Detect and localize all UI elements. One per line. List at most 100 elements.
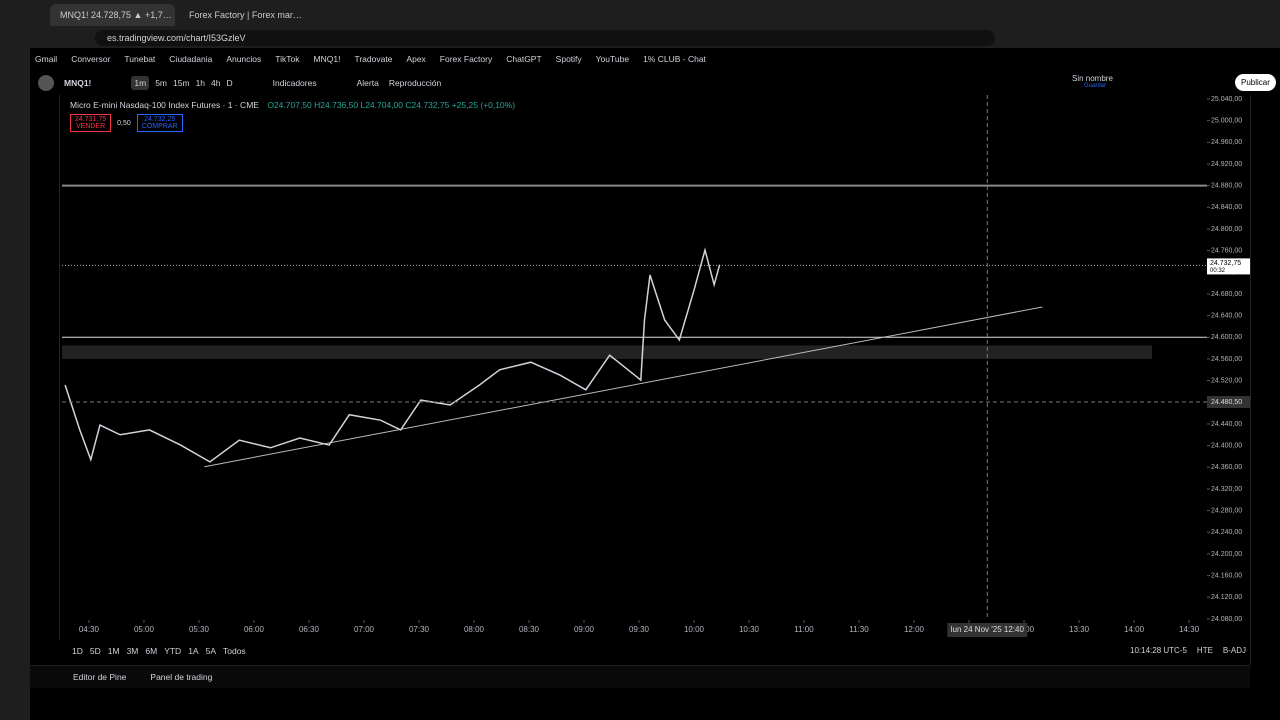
- range[interactable]: 5A: [205, 646, 216, 656]
- bookmarks: Gmail Conversor Tunebat Ciudadania Anuncios T…: [35, 50, 706, 68]
- y-tick-label: 24.920,00: [1211, 161, 1242, 168]
- bookmark[interactable]: Forex Factory: [439, 54, 493, 64]
- drawing-toolbar: [30, 95, 60, 640]
- replay[interactable]: Reproducción: [388, 78, 442, 88]
- range[interactable]: 1A: [188, 646, 199, 656]
- bookmark[interactable]: ChatGPT: [506, 54, 542, 64]
- x-tick-label: 13:30: [1069, 625, 1090, 634]
- bookmark[interactable]: Tradovate: [354, 54, 393, 64]
- layout-name: Sin nombre: [1072, 74, 1113, 83]
- high: H24.736,50: [314, 100, 359, 110]
- trendline: [204, 306, 1043, 468]
- tab[interactable]: Forex Factory | Forex mar…: [189, 10, 302, 20]
- x-tick-label: 11:00: [794, 625, 814, 634]
- open: O24.707,50: [267, 100, 312, 110]
- crosshair-x-label: lun 24 Nov '25 12:40: [951, 625, 1025, 634]
- bookmark[interactable]: Ciudadania: [169, 54, 213, 64]
- interval[interactable]: 5m: [155, 78, 168, 88]
- x-tick-label: 05:00: [134, 625, 155, 634]
- sell-label: VENDER: [75, 123, 106, 130]
- price-line: [64, 247, 721, 463]
- range[interactable]: 5D: [89, 646, 101, 656]
- status: 10:14:28 UTC-5 HTE B-ADJ: [1130, 646, 1246, 655]
- layout[interactable]: Sin nombre Guardar: [1072, 74, 1113, 89]
- avatar[interactable]: [38, 75, 54, 91]
- buy-button[interactable]: 24.732,25 COMPRAR: [136, 114, 183, 132]
- clock: 10:14:28 UTC-5: [1130, 646, 1187, 655]
- y-tick-label: 24.960,00: [1211, 139, 1242, 146]
- x-tick-label: 04:30: [79, 625, 100, 634]
- x-tick-label: 08:00: [464, 625, 485, 634]
- interval[interactable]: 1h: [195, 78, 206, 88]
- y-tick-label: 24.400,00: [1211, 442, 1242, 449]
- chart: 25.040,00 25.000,00 24.960,00 24.920,00 24.8…: [62, 95, 1250, 640]
- range[interactable]: 3M: [126, 646, 139, 656]
- url[interactable]: es.tradingview.com/chart/I53GzleV: [95, 30, 995, 46]
- browser-sidebar: [0, 48, 30, 720]
- y-tick-label: 24.200,00: [1211, 551, 1242, 558]
- interval[interactable]: 4h: [211, 78, 221, 88]
- bookmark[interactable]: Tunebat: [124, 54, 156, 64]
- interval[interactable]: D: [226, 78, 233, 88]
- x-tick-label: 14:30: [1179, 625, 1200, 634]
- x-tick-label: 12:00: [904, 625, 925, 634]
- crosshair-y-bg: [1207, 396, 1250, 409]
- x-tick-label: 07:00: [354, 625, 375, 634]
- alert[interactable]: Alerta: [356, 78, 379, 88]
- trading-panel[interactable]: Panel de trading: [150, 672, 213, 682]
- symbol[interactable]: MNQ1!: [64, 78, 92, 88]
- sell-button[interactable]: 24.731,75 VENDER: [70, 114, 112, 132]
- x-tick-label: 07:30: [409, 625, 430, 634]
- bookmark[interactable]: YouTube: [595, 54, 630, 64]
- y-tick-label: 24.520,00: [1211, 377, 1242, 384]
- crosshair-x-bg: [947, 623, 1028, 637]
- range[interactable]: 1M: [107, 646, 120, 656]
- y-tick-label: 24.280,00: [1211, 507, 1242, 514]
- indicators[interactable]: Indicadores: [272, 78, 317, 88]
- y-tick-label: 24.840,00: [1211, 204, 1242, 211]
- last-price-label: 24.732,75: [1210, 260, 1241, 267]
- x-tick-label: 09:30: [629, 625, 650, 634]
- bookmark[interactable]: MNQ1!: [313, 54, 341, 64]
- bookmark[interactable]: Conversor: [71, 54, 111, 64]
- interval[interactable]: 1m: [131, 76, 150, 90]
- bookmark[interactable]: Apex: [406, 54, 426, 64]
- buy-price: 24.732,25: [144, 116, 176, 123]
- bookmark[interactable]: 1% CLUB - Chat: [643, 54, 706, 64]
- change: +25,25 (+0,10%): [451, 100, 516, 110]
- y-tick-label: 25.040,00: [1211, 96, 1242, 103]
- y-tick-label: 24.080,00: [1211, 616, 1242, 623]
- adjust[interactable]: B-ADJ: [1222, 646, 1247, 655]
- y-tick-label: 24.360,00: [1211, 464, 1242, 471]
- crosshair-y-label: 24.480,50: [1211, 399, 1242, 406]
- pine-editor[interactable]: Editor de Pine: [73, 672, 127, 682]
- session[interactable]: HTE: [1196, 646, 1213, 655]
- bookmark[interactable]: Spotify: [555, 54, 582, 64]
- range[interactable]: 6M: [145, 646, 158, 656]
- x-tick-label: 05:30: [189, 625, 210, 634]
- y-tick-label: 24.800,00: [1211, 226, 1242, 233]
- tv-toolbar: MNQ1! 1m 5m 15m 1h 4h D Indicadores Alerta Re…: [38, 72, 441, 94]
- x-tick-label: 09:00: [574, 625, 595, 634]
- y-tick-label: 24.440,00: [1211, 421, 1242, 428]
- x-tick-label: 11:30: [849, 625, 869, 634]
- y-tick-label: 24.560,00: [1211, 356, 1242, 363]
- range[interactable]: Todos: [223, 646, 246, 656]
- bookmark[interactable]: TikTok: [275, 54, 300, 64]
- interval[interactable]: 15m: [173, 78, 190, 88]
- bookmark[interactable]: Anuncios: [226, 54, 262, 64]
- range[interactable]: 1D: [72, 646, 83, 656]
- y-tick-label: 24.600,00: [1211, 334, 1242, 341]
- x-tick-label: 10:30: [739, 625, 760, 634]
- tab[interactable]: MNQ1! 24.728,75 ▲ +1,7…: [50, 4, 175, 26]
- last-price-bg: [1207, 258, 1250, 275]
- range[interactable]: YTD: [164, 646, 182, 656]
- bookmark[interactable]: Gmail: [35, 54, 58, 64]
- y-tick-label: 24.640,00: [1211, 312, 1242, 319]
- ohlc: O24.707,50 H24.736,50 L24.704,00 C24.732…: [267, 100, 515, 110]
- sell-price: 24.731,75: [75, 116, 107, 123]
- publish[interactable]: Publicar: [1235, 74, 1276, 91]
- y-tick-label: 24.240,00: [1211, 529, 1242, 536]
- spread: 0,50: [117, 119, 131, 127]
- zone: [62, 345, 1152, 359]
